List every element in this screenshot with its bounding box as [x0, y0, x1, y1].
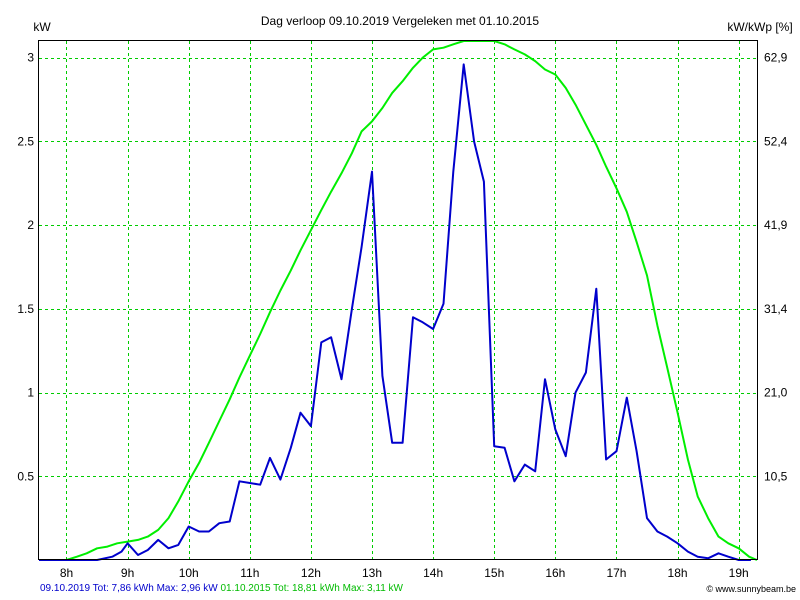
credit-text: © www.sunnybeam.be [706, 584, 796, 594]
y2-tick-label: 10,5 [764, 469, 788, 483]
x-tick-label: 12h [301, 566, 321, 580]
y-tick-label: 0.5 [17, 469, 34, 483]
plot-frame [38, 40, 758, 560]
x-tick-label: 9h [121, 566, 134, 580]
y-tick-label: 1 [27, 386, 34, 400]
y-tick-label: 1.5 [17, 302, 34, 316]
x-tick-label: 11h [240, 566, 259, 580]
y2-tick-label: 21,0 [764, 386, 788, 400]
y2-axis-label: kW/kWp [%] [727, 20, 792, 34]
chart-title: Dag verloop 09.10.2019 Vergeleken met 01… [261, 14, 540, 28]
series2-summary: 01.10.2015 Tot: 18,81 kWh Max: 3,11 kW [220, 583, 403, 594]
x-tick-label: 8h [60, 566, 73, 580]
x-tick-label: 15h [484, 566, 504, 580]
x-tick-label: 13h [362, 566, 382, 580]
y2-tick-label: 31,4 [764, 302, 788, 316]
y-tick-label: 3 [27, 51, 34, 65]
tick-labels: 8h 9h 10h 11h 12h 13h 14h 15h 16h 17h 18h 19h 0.5 10,… [17, 51, 787, 580]
x-tick-label: 10h [179, 566, 199, 580]
y-axis-label: kW [33, 20, 51, 34]
y2-tick-label: 52,4 [764, 134, 788, 148]
y2-tick-label: 62,9 [764, 51, 788, 65]
x-tick-label: 18h [668, 566, 688, 580]
x-tick-label: 16h [545, 566, 565, 580]
footer-summary: 09.10.2019 Tot: 7,86 kWh Max: 2,96 kW 01… [40, 583, 403, 594]
x-tick-label: 17h [606, 566, 626, 580]
series-line-01.10.2015 [39, 40, 758, 561]
grid-lines [39, 41, 757, 560]
x-tick-label: 14h [423, 566, 443, 580]
y-tick-label: 2 [27, 218, 34, 232]
x-tick-label: 19h [729, 566, 749, 580]
series-line-09.10.2019 [39, 63, 751, 561]
series-lines [39, 40, 758, 561]
series1-summary: 09.10.2019 Tot: 7,86 kWh Max: 2,96 kW [40, 583, 218, 594]
y2-tick-label: 41,9 [764, 218, 788, 232]
y-tick-label: 2.5 [17, 134, 34, 148]
